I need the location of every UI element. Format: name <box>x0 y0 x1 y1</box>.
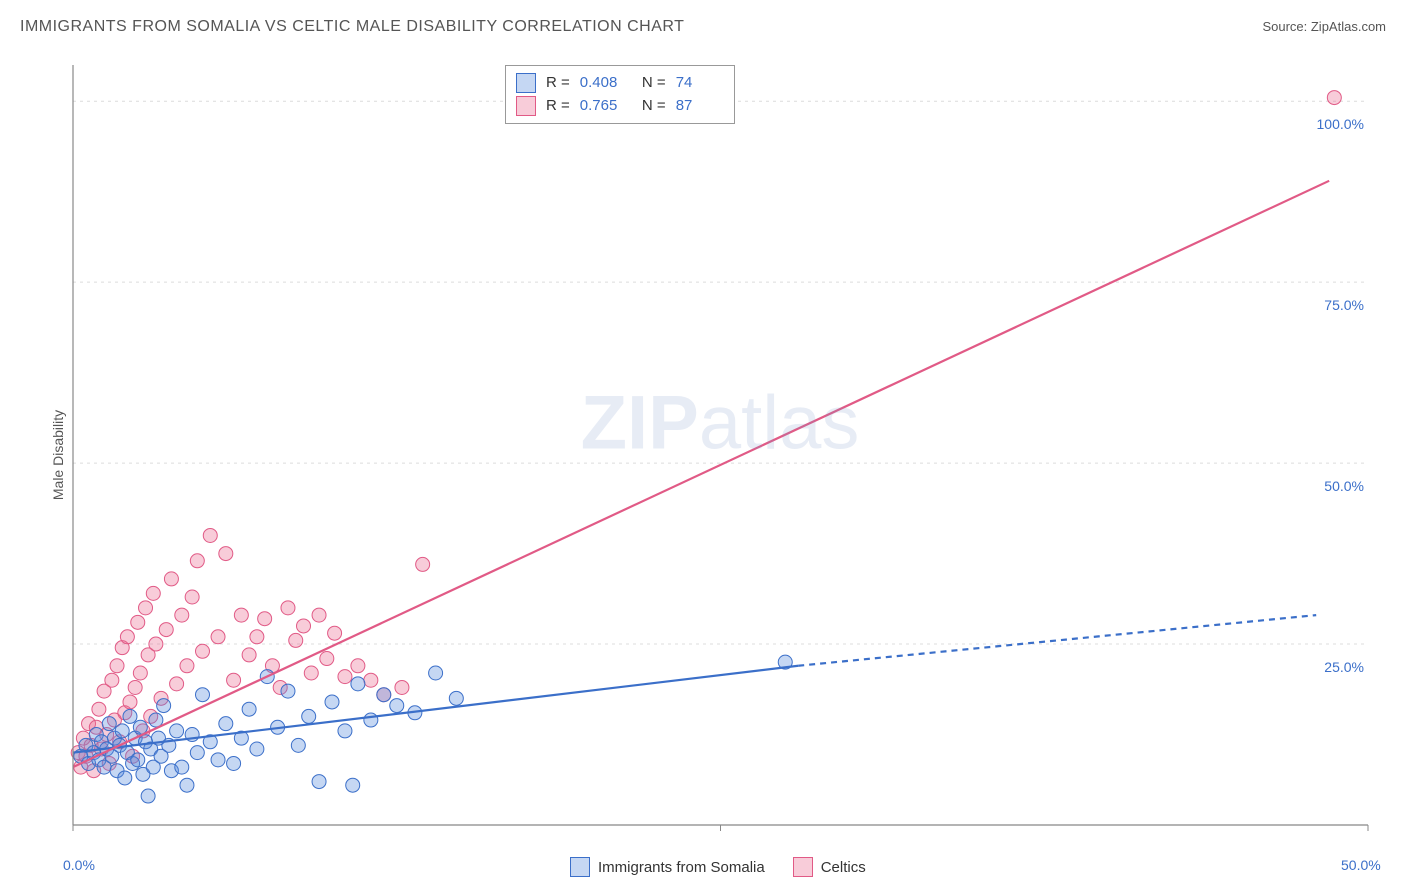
stats-row-b: R = 0.765 N = 87 <box>516 95 724 118</box>
x-tick-0: 0.0% <box>63 857 95 873</box>
x-tick-max: 50.0% <box>1341 857 1381 873</box>
stats-legend-box: R = 0.408 N = 74 R = 0.765 N = 87 <box>505 65 735 124</box>
scatter-plot: 25.0% 50.0% 75.0% 100.0% <box>55 55 1385 895</box>
source-label: Source: ZipAtlas.com <box>1262 19 1386 34</box>
svg-text:75.0%: 75.0% <box>1324 297 1364 313</box>
legend-item-a: Immigrants from Somalia <box>570 857 765 877</box>
chart-container: Male Disability 25.0%50.0%75.0%100.0% ZI… <box>55 55 1385 855</box>
chart-title: IMMIGRANTS FROM SOMALIA VS CELTIC MALE D… <box>20 18 684 36</box>
r-value-a: 0.408 <box>580 72 628 95</box>
legend-label-b: Celtics <box>821 859 866 876</box>
legend-label-a: Immigrants from Somalia <box>598 859 765 876</box>
swatch-a <box>516 73 536 93</box>
n-value-b: 87 <box>676 95 724 118</box>
svg-text:100.0%: 100.0% <box>1317 116 1364 132</box>
swatch-b <box>516 96 536 116</box>
svg-text:50.0%: 50.0% <box>1324 478 1364 494</box>
stats-row-a: R = 0.408 N = 74 <box>516 72 724 95</box>
legend-swatch-a <box>570 857 590 877</box>
legend-item-b: Celtics <box>793 857 866 877</box>
bottom-legend: Immigrants from Somalia Celtics <box>570 857 866 877</box>
n-value-a: 74 <box>676 72 724 95</box>
svg-text:25.0%: 25.0% <box>1324 659 1364 675</box>
y-axis-label: Male Disability <box>50 410 66 500</box>
legend-swatch-b <box>793 857 813 877</box>
r-value-b: 0.765 <box>580 95 628 118</box>
